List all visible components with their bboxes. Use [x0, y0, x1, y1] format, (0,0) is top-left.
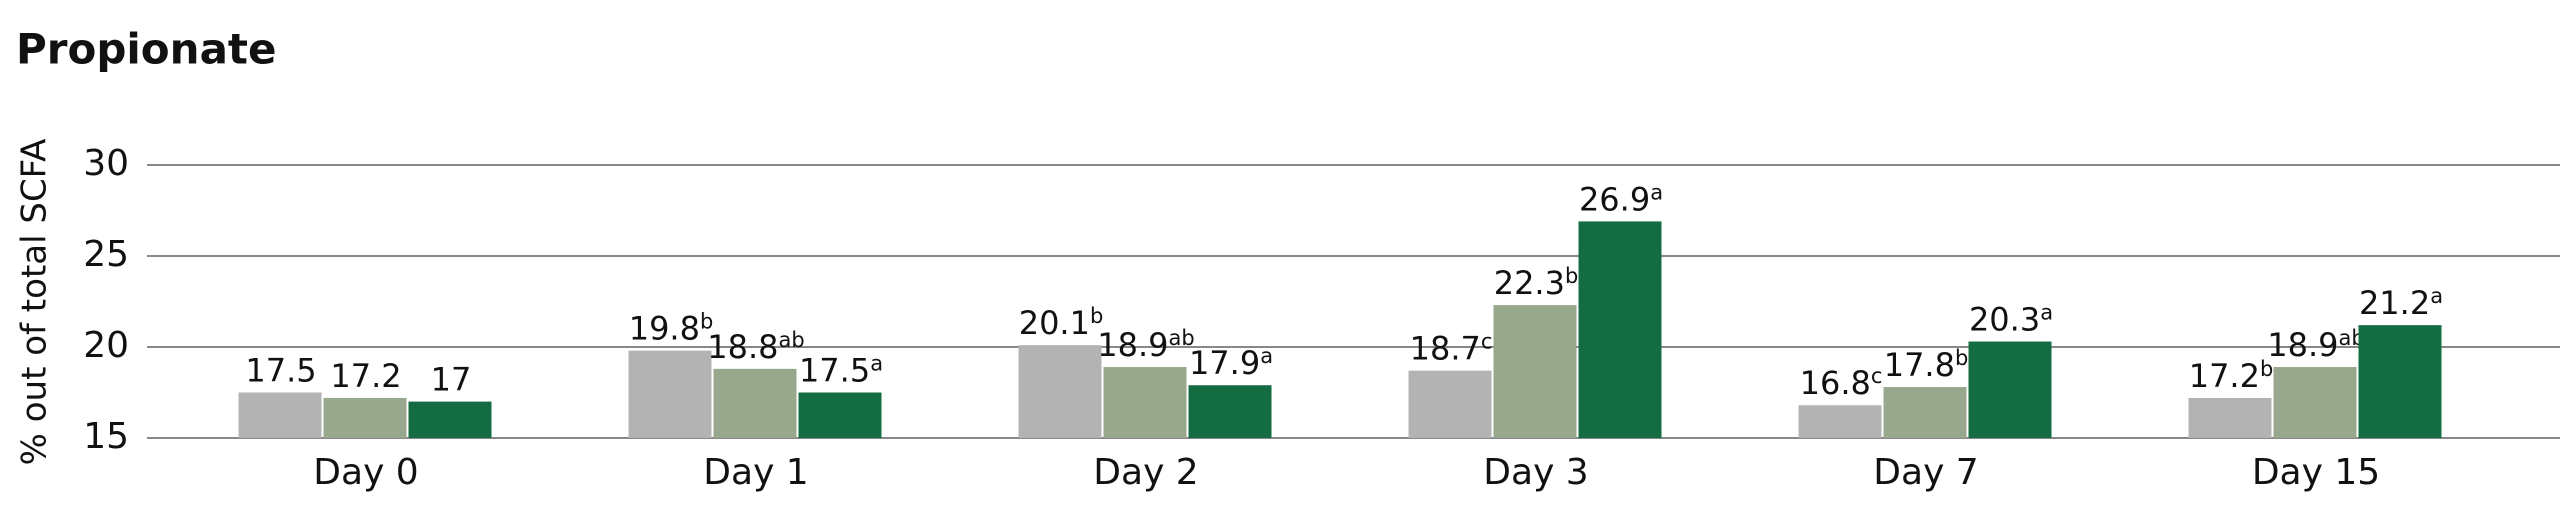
significance-letter: ab: [1169, 326, 1195, 350]
y-tick-label: 25: [83, 234, 129, 275]
value-label: 17.9a: [1189, 344, 1273, 382]
significance-letter: c: [1481, 330, 1493, 354]
bar: [1578, 221, 1662, 438]
value-text: 18.9: [2267, 326, 2338, 364]
bar: [1883, 387, 1967, 438]
value-label: 18.9ab: [1097, 326, 1194, 364]
x-tick-label: Day 3: [1483, 452, 1588, 493]
bar: [1408, 370, 1492, 438]
value-text: 20.3: [1969, 301, 2040, 339]
bar: [1798, 405, 1882, 438]
value-label: 17.2b: [2189, 357, 2274, 395]
x-tick-label: Day 7: [1873, 452, 1978, 493]
value-label: 16.8c: [1800, 364, 1883, 402]
x-tick-label: Day 2: [1093, 452, 1198, 493]
chart-title: Propionate: [16, 25, 276, 74]
significance-letter: c: [1871, 364, 1883, 388]
bar: [2358, 325, 2442, 438]
value-text: 17.5: [245, 352, 316, 390]
bar: [713, 368, 797, 438]
value-label: 17.8b: [1884, 346, 1969, 384]
significance-letter: ab: [779, 328, 805, 352]
significance-letter: a: [1650, 180, 1663, 204]
value-text: 17.8: [1884, 346, 1955, 384]
value-text: 17.9: [1189, 344, 1260, 382]
y-tick-label: 15: [83, 416, 129, 457]
value-label: 19.8b: [629, 310, 714, 348]
significance-letter: b: [2260, 357, 2273, 381]
bar: [628, 350, 712, 438]
value-label: 18.7c: [1410, 330, 1493, 368]
value-label: 20.1b: [1019, 304, 1104, 342]
value-label: 21.2a: [2359, 284, 2443, 322]
value-label: 17.2: [330, 357, 401, 395]
value-text: 17.2: [2189, 357, 2260, 395]
significance-letter: b: [1565, 264, 1578, 288]
significance-letter: b: [700, 310, 713, 334]
x-tick-label: Day 15: [2252, 452, 2380, 493]
value-label: 26.9a: [1579, 180, 1663, 218]
value-label: 18.9ab: [2267, 326, 2364, 364]
value-text: 21.2: [2359, 284, 2430, 322]
bar: [238, 392, 322, 438]
bar: [323, 397, 407, 438]
significance-letter: b: [1955, 346, 1968, 370]
bar: [798, 392, 882, 438]
x-tick-label: Day 1: [703, 452, 808, 493]
value-text: 18.8: [707, 328, 778, 366]
value-label: 17.5a: [799, 352, 883, 390]
value-label: 22.3b: [1494, 264, 1579, 302]
value-text: 17.2: [330, 357, 401, 395]
bar: [1493, 305, 1577, 438]
value-label: 17.5: [245, 352, 316, 390]
value-text: 19.8: [629, 310, 700, 348]
bar: [2273, 367, 2357, 438]
bar: [2188, 397, 2272, 438]
y-axis-label: % out of total SCFA: [15, 139, 55, 466]
bar: [1103, 367, 1187, 438]
significance-letter: a: [2430, 284, 2443, 308]
value-label: 20.3a: [1969, 301, 2053, 339]
significance-letter: b: [1090, 304, 1103, 328]
significance-letter: a: [2040, 301, 2053, 325]
bar: [1968, 341, 2052, 438]
value-text: 20.1: [1019, 304, 1090, 342]
value-text: 18.9: [1097, 326, 1168, 364]
value-text: 22.3: [1494, 264, 1565, 302]
bar: [1188, 385, 1272, 438]
significance-letter: a: [870, 352, 883, 376]
value-text: 18.7: [1410, 330, 1481, 368]
value-text: 26.9: [1579, 180, 1650, 218]
value-text: 17: [431, 361, 472, 399]
value-text: 16.8: [1800, 364, 1871, 402]
value-text: 17.5: [799, 352, 870, 390]
value-label: 18.8ab: [707, 328, 804, 366]
y-tick-label: 20: [83, 325, 129, 366]
significance-letter: a: [1260, 344, 1273, 368]
value-label: 17: [431, 361, 472, 399]
bar: [1018, 345, 1102, 438]
x-tick-label: Day 0: [313, 452, 418, 493]
y-tick-label: 30: [83, 143, 129, 184]
bar: [408, 401, 492, 438]
